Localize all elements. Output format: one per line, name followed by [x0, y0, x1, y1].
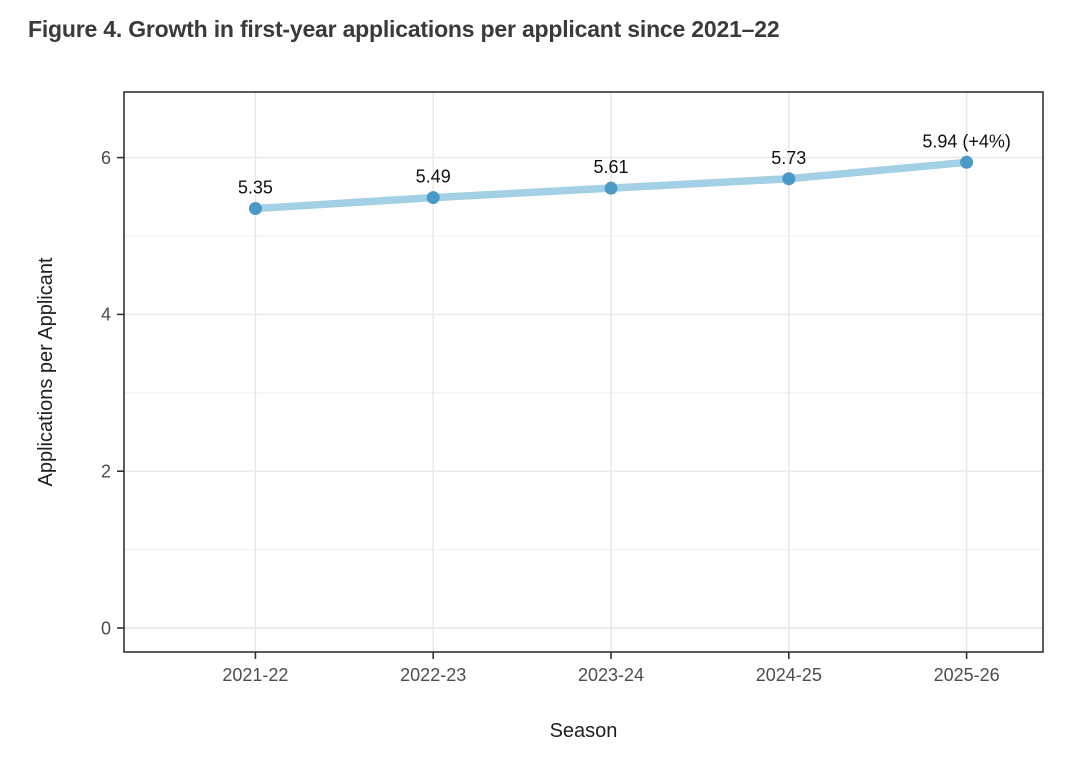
y-tick-label: 2: [101, 462, 111, 482]
plot-panel: [124, 92, 1043, 652]
data-point: [782, 172, 796, 186]
data-point: [604, 181, 618, 195]
panel-border: [123, 91, 1044, 653]
point-label: 5.35: [238, 178, 273, 198]
point-label: 5.61: [593, 157, 628, 177]
point-label: 5.73: [771, 148, 806, 168]
x-tick-label: 2022-23: [400, 665, 466, 685]
x-tick-label: 2021-22: [222, 665, 288, 685]
x-axis-title: Season: [550, 720, 618, 742]
y-tick-label: 0: [101, 618, 111, 638]
y-tick-label: 4: [101, 305, 111, 325]
data-point: [248, 202, 262, 216]
x-tick-label: 2024-25: [756, 665, 822, 685]
point-label: 5.94 (+4%): [922, 131, 1011, 151]
data-point: [426, 191, 440, 205]
y-tick-label: 6: [101, 148, 111, 168]
data-point: [960, 155, 974, 169]
y-axis-title: Applications per Applicant: [35, 257, 57, 486]
figure-title: Figure 4. Growth in first-year applicati…: [28, 16, 780, 42]
x-tick-label: 2023-24: [578, 665, 644, 685]
point-label: 5.49: [416, 167, 451, 187]
x-tick-label: 2025-26: [934, 665, 1000, 685]
